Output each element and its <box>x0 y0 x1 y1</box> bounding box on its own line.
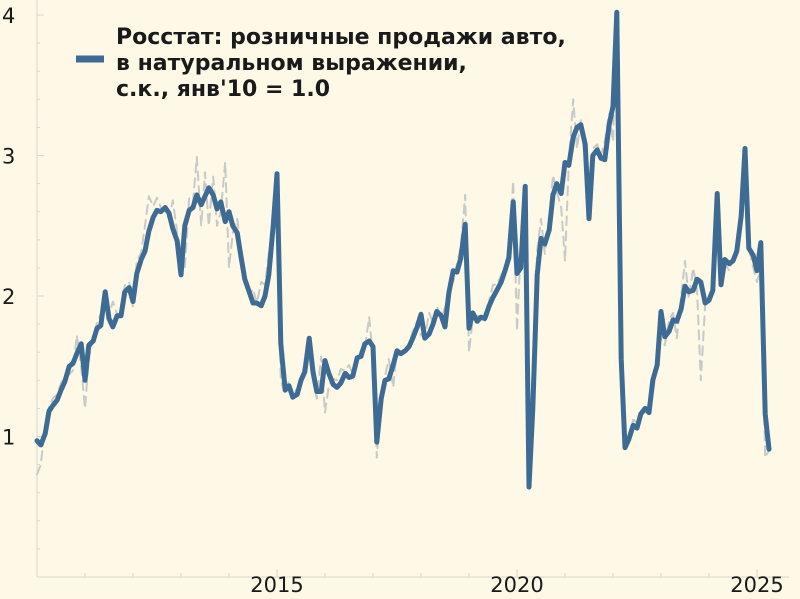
legend-line-1: Росстат: розничные продажи авто, <box>116 25 566 50</box>
legend-line-2: в натуральном выражении, <box>116 51 467 76</box>
series-layer <box>34 9 772 490</box>
legend: Росстат: розничные продажи авто, в натур… <box>76 25 566 102</box>
y-tick-label: 3 <box>2 145 15 169</box>
x-tick-label: 2015 <box>250 573 303 597</box>
y-tick-label: 2 <box>2 285 15 309</box>
x-tick-label: 2020 <box>490 573 543 597</box>
main-series-line <box>34 9 772 490</box>
x-tick-label: 2025 <box>730 573 783 597</box>
y-tick-label: 4 <box>2 4 15 28</box>
y-tick-label: 1 <box>2 426 15 450</box>
legend-line-3: с.к., янв'10 = 1.0 <box>116 77 330 102</box>
